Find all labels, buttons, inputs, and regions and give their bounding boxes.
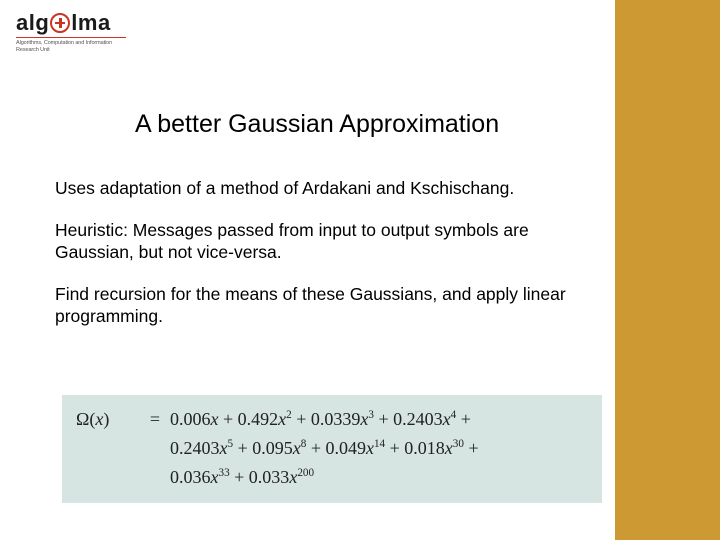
logo-divider xyxy=(16,37,126,38)
logo-text-post: lma xyxy=(71,12,110,34)
formula-line: Ω(x)=0.2403x5 + 0.095x8 + 0.049x14 + 0.0… xyxy=(76,434,588,463)
formula-lhs: Ω(x) xyxy=(76,405,140,434)
slide-body: Uses adaptation of a method of Ardakani … xyxy=(55,178,603,347)
body-paragraph-3: Find recursion for the means of these Ga… xyxy=(55,284,603,328)
formula-line: Ω(x)=0.036x33 + 0.033x200 xyxy=(76,463,588,492)
formula-line: Ω(x)=0.006x + 0.492x2 + 0.0339x3 + 0.240… xyxy=(76,405,588,434)
slide-title: A better Gaussian Approximation xyxy=(135,110,499,139)
logo-text-pre: alg xyxy=(16,12,49,34)
formula-rhs: 0.006x + 0.492x2 + 0.0339x3 + 0.2403x4 + xyxy=(170,405,588,434)
logo-wordmark: alg lma xyxy=(16,12,126,34)
side-accent-band xyxy=(615,0,720,540)
logo: alg lma Algorithms, Computation and Info… xyxy=(16,12,126,53)
logo-crosshair-icon xyxy=(50,13,70,33)
formula-rhs: 0.2403x5 + 0.095x8 + 0.049x14 + 0.018x30… xyxy=(170,434,588,463)
logo-subtitle: Algorithms, Computation and Information … xyxy=(16,40,126,53)
formula-rhs: 0.036x33 + 0.033x200 xyxy=(170,463,588,492)
formula-box: Ω(x)=0.006x + 0.492x2 + 0.0339x3 + 0.240… xyxy=(62,395,602,503)
body-paragraph-1: Uses adaptation of a method of Ardakani … xyxy=(55,178,603,200)
formula-equals: = xyxy=(140,405,170,434)
body-paragraph-2: Heuristic: Messages passed from input to… xyxy=(55,220,603,264)
slide: alg lma Algorithms, Computation and Info… xyxy=(0,0,720,540)
